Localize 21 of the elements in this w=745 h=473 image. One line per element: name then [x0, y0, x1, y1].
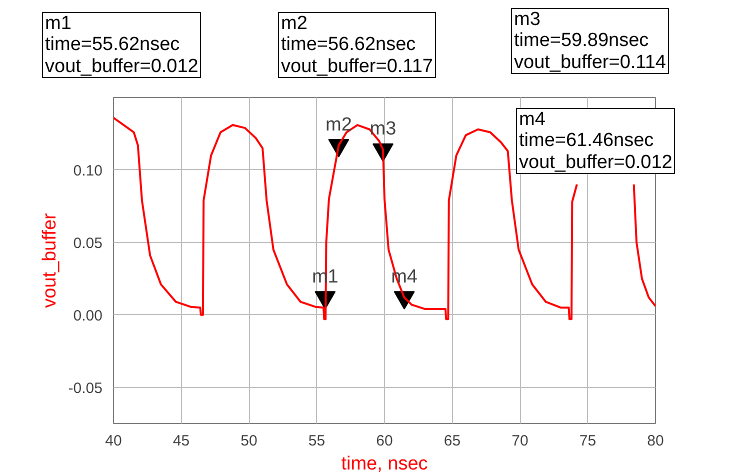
x-tick-label: 70	[512, 432, 528, 450]
y-tick-label: 0.10	[73, 162, 103, 180]
x-tick-label: 75	[579, 432, 596, 450]
x-tick-label: 80	[647, 432, 664, 450]
y-tick-label: -0.05	[68, 380, 103, 397]
text: m2 time=56.62nsec vout_buffer=0.117	[281, 13, 433, 77]
x-tick-label: 55	[308, 432, 326, 450]
annotation: m2	[326, 114, 352, 136]
annotation: m3	[370, 118, 396, 140]
text: m1 time=55.62nsec vout_buffer=0.012	[45, 13, 198, 77]
x-tick-label: 45	[172, 432, 190, 450]
text: m3 time=59.89nsec vout_buffer=0.114	[514, 9, 666, 73]
x-tick-label: 40	[105, 432, 122, 450]
x-tick-label: 50	[240, 432, 258, 450]
x-tick-label: 60	[376, 432, 393, 450]
y-tick-label: 0.00	[73, 307, 103, 324]
x-tick-label: 65	[444, 432, 461, 450]
annotation: m4 time=61.46nsec vout_buffer=0.012	[519, 109, 672, 173]
y-tick-label: 0.05	[73, 234, 103, 252]
y-axis-title: vout_buffer	[39, 212, 60, 308]
x-axis-title: time, nsec	[341, 454, 428, 473]
